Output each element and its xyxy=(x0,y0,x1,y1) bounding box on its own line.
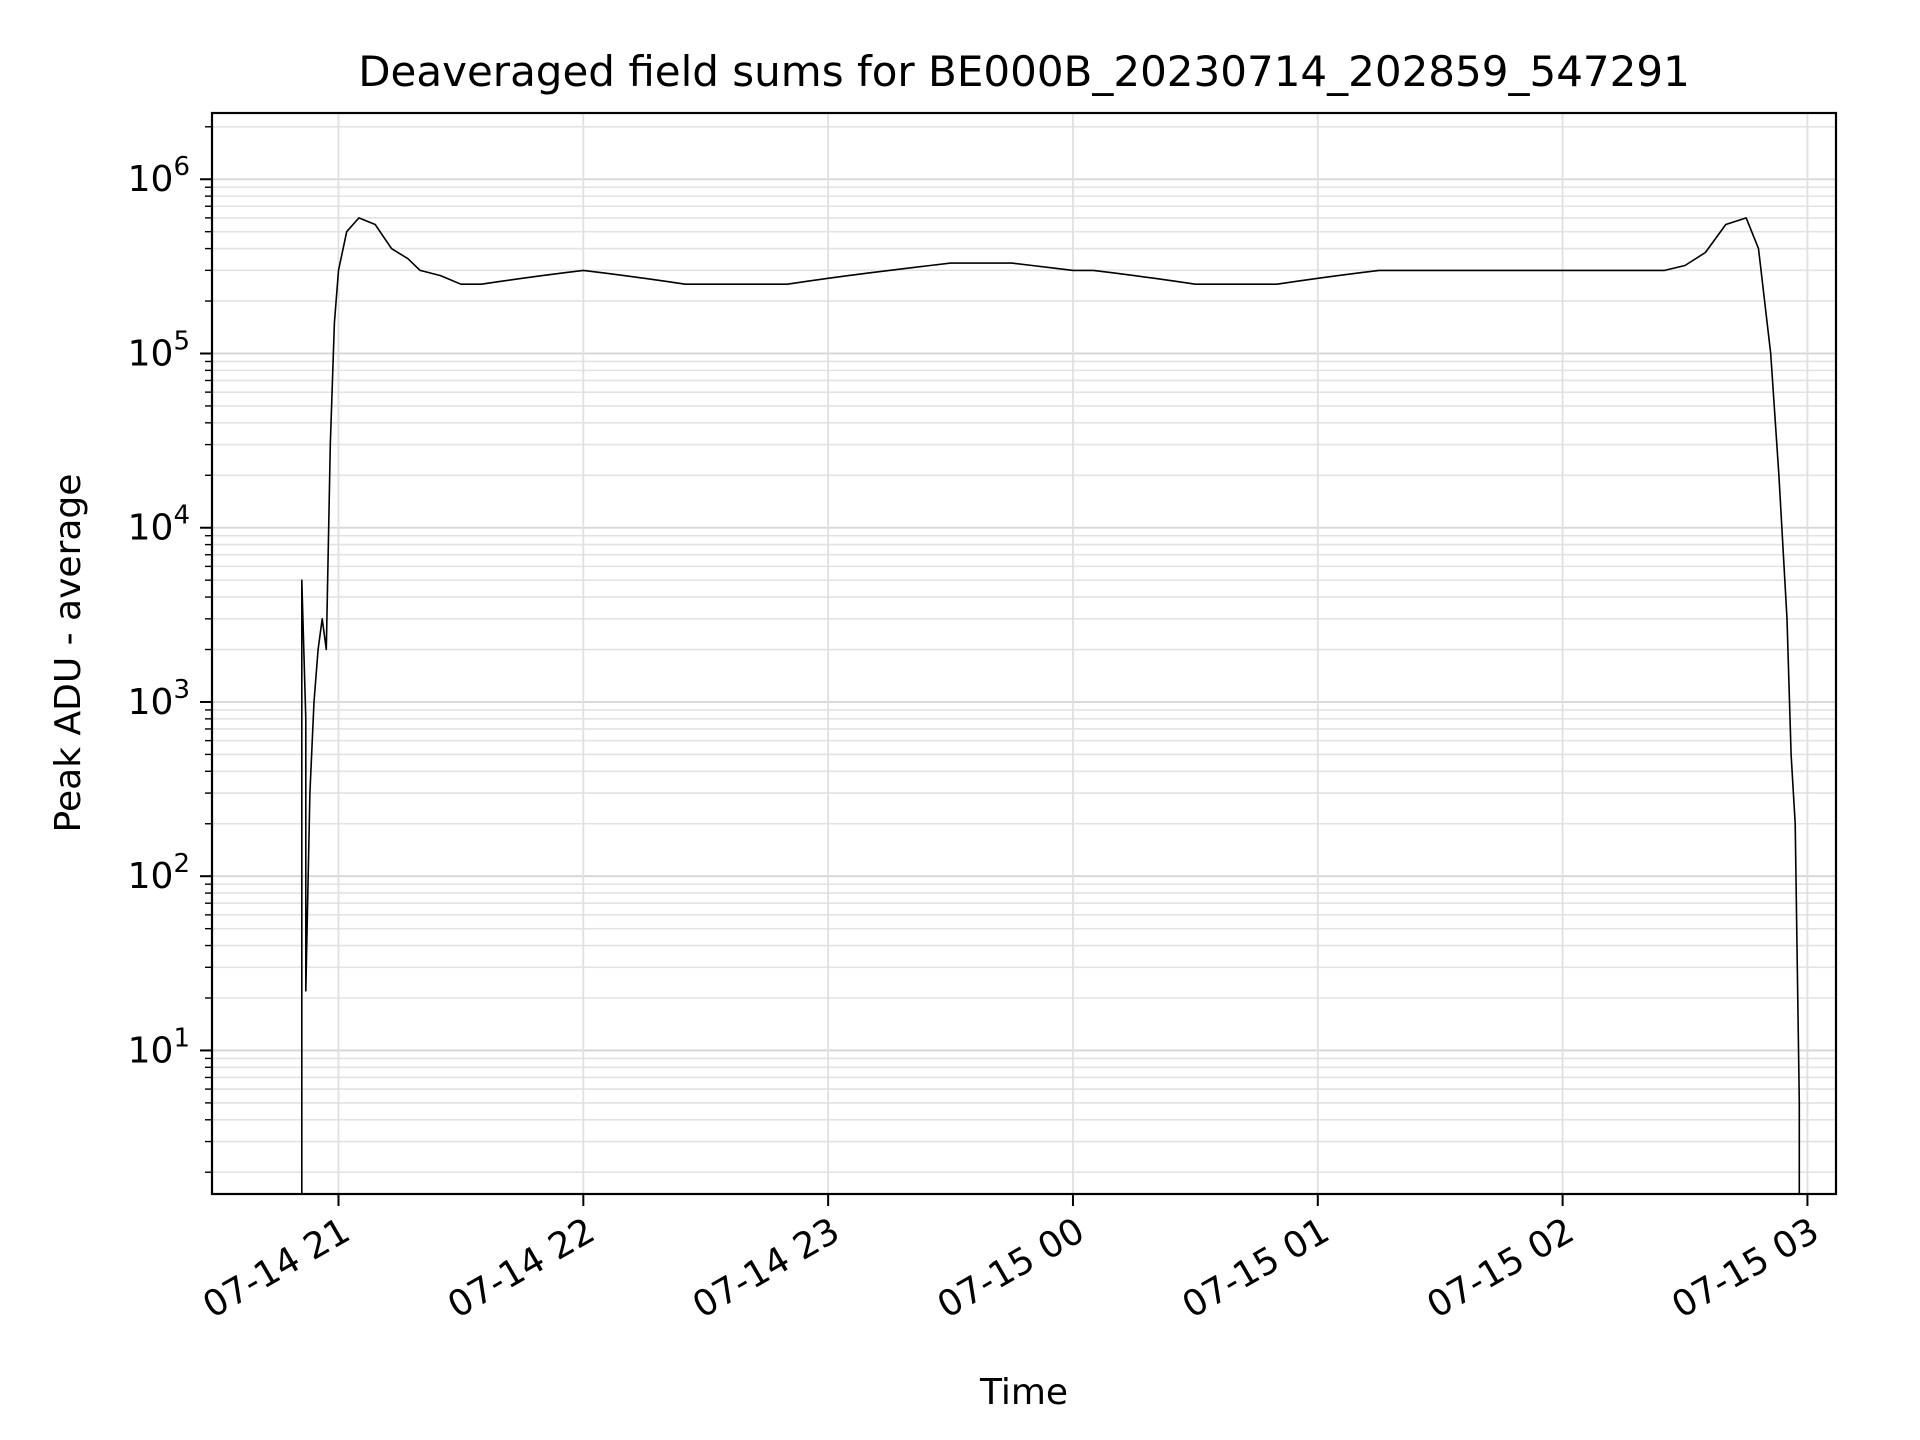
series-layer xyxy=(300,217,1801,1194)
plot-frame xyxy=(210,111,1838,1196)
y-tick-exponent: 1 xyxy=(173,1023,190,1053)
y-tick-exponent: 3 xyxy=(173,675,190,705)
y-tick-label: 102 xyxy=(128,849,190,897)
y-tick-base: 10 xyxy=(128,333,174,374)
y-tick-label: 106 xyxy=(128,152,190,200)
y-tick-exponent: 5 xyxy=(173,326,190,356)
y-tick-exponent: 2 xyxy=(173,849,190,879)
y-tick-label: 103 xyxy=(128,675,190,723)
y-tick-label: 104 xyxy=(128,501,190,549)
y-tick-base: 10 xyxy=(128,682,174,723)
y-tick-exponent: 4 xyxy=(173,501,190,531)
series-line xyxy=(300,217,1801,1194)
y-tick-label: 101 xyxy=(128,1023,190,1071)
y-tick-exponent: 6 xyxy=(173,152,190,182)
y-axis-title: Peak ADU - average xyxy=(48,474,89,833)
y-tick-base: 10 xyxy=(128,1030,174,1071)
y-tick-base: 10 xyxy=(128,159,174,200)
y-tick-base: 10 xyxy=(128,856,174,897)
y-tick-base: 10 xyxy=(128,508,174,549)
chart-title: Deaveraged field sums for BE000B_2023071… xyxy=(358,47,1690,96)
y-tick-label: 105 xyxy=(128,326,190,374)
x-axis-title: Time xyxy=(979,1372,1068,1413)
